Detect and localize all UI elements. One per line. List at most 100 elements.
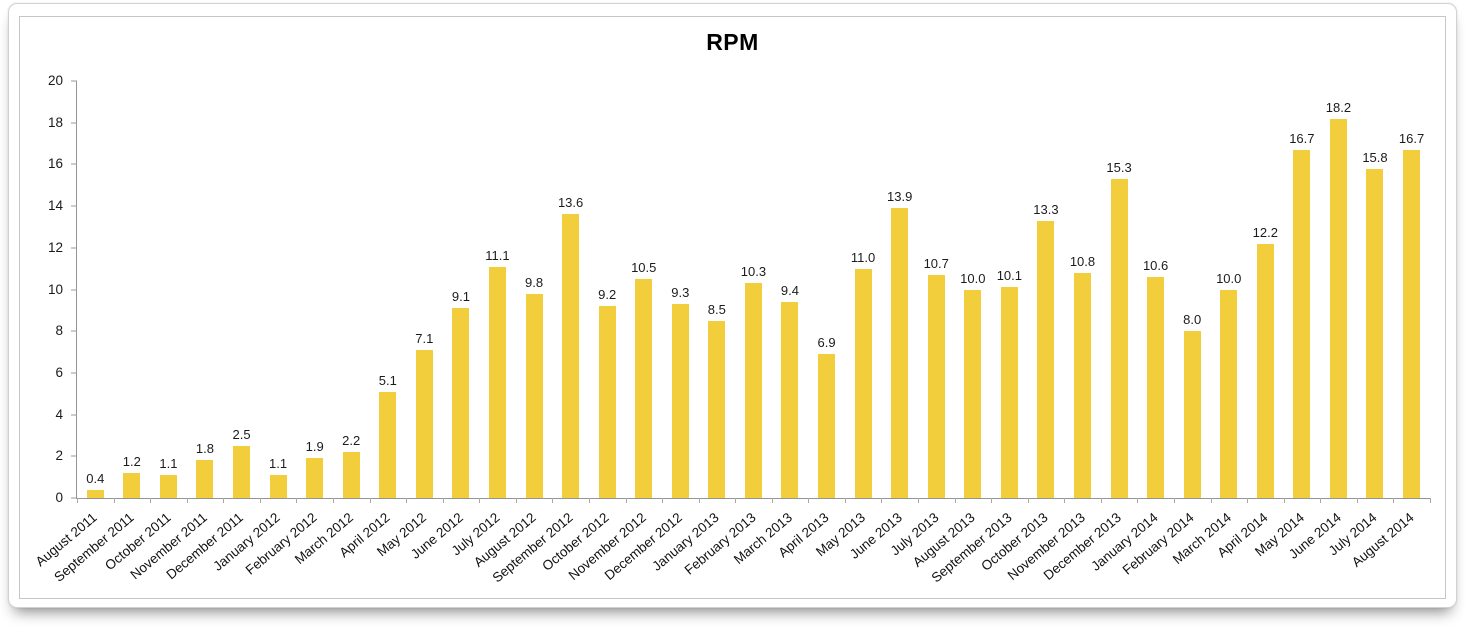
x-axis-tick bbox=[1393, 498, 1395, 503]
plot-frame: RPM 0 2 4 6 8 10 12 14 16 18 20 0.4 1.2 1.1 1.8 2.5 1.1… bbox=[19, 16, 1446, 599]
bar bbox=[1329, 118, 1347, 498]
bar-value-label: 9.4 bbox=[780, 283, 799, 299]
bar-column: 12.2 bbox=[1247, 81, 1284, 498]
y-axis-tick-label: 10 bbox=[47, 281, 63, 297]
bar-value-label: 18.2 bbox=[1325, 99, 1352, 115]
bar-column: 9.3 bbox=[662, 81, 699, 498]
x-axis-tick bbox=[1100, 498, 1102, 503]
bar-value-label: 1.1 bbox=[159, 456, 178, 472]
bar-value-label: 11.0 bbox=[850, 249, 876, 265]
bar bbox=[1147, 277, 1165, 498]
bar-value-label: 11.1 bbox=[485, 247, 510, 263]
x-axis-tick bbox=[588, 498, 590, 503]
y-axis-tick-label: 16 bbox=[47, 156, 63, 172]
x-axis-tick bbox=[113, 498, 115, 503]
bar bbox=[1366, 168, 1384, 498]
bar-value-label: 13.6 bbox=[557, 195, 584, 211]
y-axis-tick-label: 4 bbox=[55, 406, 63, 422]
y-axis-tick bbox=[71, 247, 77, 249]
chart-card: RPM 0 2 4 6 8 10 12 14 16 18 20 0.4 1.2 1.1 1.8 2.5 1.1… bbox=[8, 3, 1457, 608]
bar-column: 1.1 bbox=[150, 81, 187, 498]
y-axis-tick bbox=[71, 372, 77, 374]
bar-value-label: 9.3 bbox=[671, 285, 690, 301]
bar-value-label: 15.3 bbox=[1106, 160, 1132, 175]
bar-column: 16.7 bbox=[1284, 81, 1321, 498]
bar-column: 10.8 bbox=[1064, 81, 1101, 498]
x-axis-tick bbox=[771, 498, 773, 503]
x-axis-tick bbox=[186, 498, 188, 503]
bar-column: 11.1 bbox=[479, 81, 516, 498]
bar-column: 9.4 bbox=[772, 81, 809, 498]
bar-value-label: 9.8 bbox=[524, 274, 544, 290]
bar bbox=[708, 320, 726, 498]
bar-value-label: 10.1 bbox=[996, 268, 1022, 284]
bar-value-label: 1.2 bbox=[122, 453, 141, 469]
x-axis-tick bbox=[442, 498, 444, 503]
bar-column: 13.9 bbox=[881, 81, 918, 498]
x-axis-tick bbox=[991, 498, 993, 503]
bar-column: 9.8 bbox=[516, 81, 553, 498]
x-axis-tick bbox=[296, 498, 298, 503]
bar-column: 10.0 bbox=[955, 81, 992, 498]
bar bbox=[635, 279, 653, 498]
bar-column: 16.7 bbox=[1393, 81, 1430, 498]
bar-value-label: 2.2 bbox=[342, 433, 361, 449]
bar-value-label: 16.7 bbox=[1398, 130, 1425, 146]
y-axis-tick-label: 20 bbox=[47, 73, 63, 88]
bar bbox=[671, 304, 689, 498]
bar bbox=[342, 452, 360, 498]
x-axis-tick bbox=[844, 498, 846, 503]
bar-column: 8.5 bbox=[699, 81, 736, 498]
bar bbox=[1037, 220, 1055, 498]
x-axis-tick bbox=[1430, 498, 1431, 503]
bar-column: 18.2 bbox=[1320, 81, 1357, 498]
y-axis-tick bbox=[71, 330, 77, 332]
bar bbox=[159, 475, 177, 498]
x-axis-tick bbox=[150, 498, 152, 503]
bar-value-label: 13.9 bbox=[887, 189, 913, 205]
bar bbox=[744, 283, 762, 498]
bar-value-label: 12.2 bbox=[1252, 224, 1278, 240]
bar-value-label: 10.0 bbox=[960, 270, 986, 286]
x-axis-tick bbox=[881, 498, 883, 503]
x-axis-tick bbox=[662, 498, 664, 503]
bar-value-label: 8.5 bbox=[707, 301, 726, 317]
y-axis-tick bbox=[71, 163, 77, 165]
bar bbox=[891, 208, 909, 498]
x-axis-tick bbox=[735, 498, 737, 503]
x-axis-tick bbox=[1247, 498, 1249, 503]
y-axis-tick-label: 12 bbox=[47, 239, 63, 255]
bar-column: 13.3 bbox=[1028, 81, 1065, 498]
bar bbox=[854, 268, 872, 498]
bar-value-label: 10.0 bbox=[1216, 270, 1242, 286]
x-axis-tick bbox=[406, 498, 408, 503]
x-axis-tick bbox=[1064, 498, 1066, 503]
y-axis-tick-label: 14 bbox=[47, 198, 63, 214]
bar-column: 5.1 bbox=[370, 81, 407, 498]
bar-column: 2.5 bbox=[223, 81, 260, 498]
x-axis-tick bbox=[479, 498, 481, 503]
bar-column: 6.9 bbox=[808, 81, 845, 498]
bar-value-label: 6.9 bbox=[817, 335, 836, 351]
bar bbox=[488, 266, 506, 498]
bar-column: 1.1 bbox=[260, 81, 297, 498]
bar-value-label: 16.7 bbox=[1289, 130, 1315, 146]
x-axis-tick bbox=[552, 498, 554, 503]
y-axis-tick-label: 8 bbox=[55, 323, 63, 339]
x-axis-tick bbox=[1283, 498, 1285, 503]
bar bbox=[196, 460, 214, 498]
x-axis-tick bbox=[1137, 498, 1139, 503]
chart-title: RPM bbox=[706, 29, 759, 55]
bar bbox=[525, 293, 543, 498]
bar bbox=[927, 274, 945, 498]
bar bbox=[1293, 149, 1311, 498]
bar bbox=[598, 306, 616, 498]
bar-column: 10.0 bbox=[1210, 81, 1247, 498]
bar-value-label: 1.8 bbox=[195, 441, 214, 457]
bar-column: 8.0 bbox=[1174, 81, 1211, 498]
bar bbox=[1073, 272, 1091, 498]
y-axis-tick bbox=[71, 205, 77, 207]
x-axis-tick bbox=[1356, 498, 1358, 503]
y-axis-tick bbox=[71, 289, 77, 290]
bar-column: 0.4 bbox=[77, 81, 114, 498]
